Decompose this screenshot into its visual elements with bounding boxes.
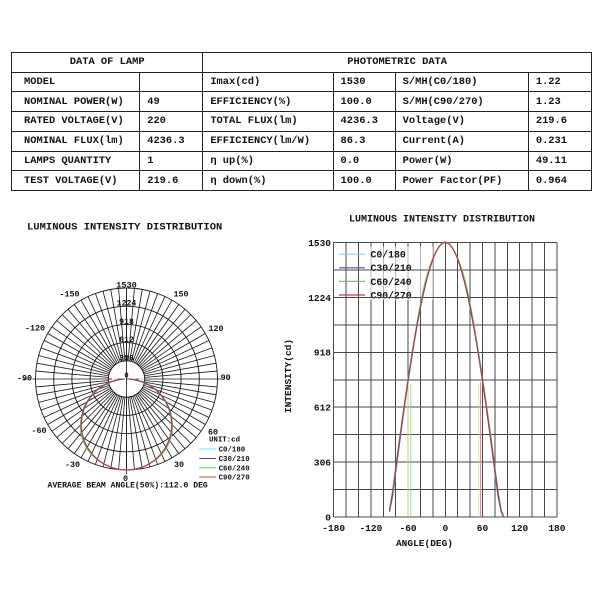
svg-text:-180: -180 xyxy=(322,523,345,534)
svg-text:150: 150 xyxy=(173,290,188,300)
svg-text:612: 612 xyxy=(314,403,331,414)
svg-text:C30/210: C30/210 xyxy=(371,263,412,274)
svg-text:C0/180: C0/180 xyxy=(219,447,246,455)
svg-text:-120: -120 xyxy=(25,324,45,334)
svg-text:918: 918 xyxy=(119,318,134,327)
svg-text:-150: -150 xyxy=(59,290,79,300)
svg-text:60: 60 xyxy=(477,523,489,534)
svg-text:120: 120 xyxy=(511,523,528,534)
svg-text:-60: -60 xyxy=(400,523,417,534)
svg-text:612: 612 xyxy=(119,336,134,345)
svg-text:30: 30 xyxy=(174,460,184,470)
svg-text:180: 180 xyxy=(548,523,565,534)
svg-text:C60/240: C60/240 xyxy=(371,277,412,288)
svg-text:918: 918 xyxy=(314,348,331,359)
svg-text:0: 0 xyxy=(442,523,448,534)
svg-text:LUMINOUS INTENSITY DISTRIBUTIO: LUMINOUS INTENSITY DISTRIBUTION xyxy=(349,215,535,226)
svg-text:ANGLE(DEG): ANGLE(DEG) xyxy=(396,538,453,549)
svg-text:C90/270: C90/270 xyxy=(371,290,412,301)
svg-text:60: 60 xyxy=(208,428,218,438)
svg-text:-90: -90 xyxy=(17,374,32,384)
svg-text:LUMINOUS INTENSITY DISTRIBUTIO: LUMINOUS INTENSITY DISTRIBUTION xyxy=(27,222,222,234)
svg-text:C0/180: C0/180 xyxy=(371,250,406,261)
svg-text:306: 306 xyxy=(314,458,331,469)
svg-text:0: 0 xyxy=(123,474,128,484)
svg-text:0: 0 xyxy=(124,373,128,381)
svg-text:-120: -120 xyxy=(359,523,382,534)
svg-text:-30: -30 xyxy=(65,460,80,470)
svg-text:1224: 1224 xyxy=(117,300,137,309)
svg-text:INTENSITY(cd): INTENSITY(cd) xyxy=(283,339,294,413)
svg-text:306: 306 xyxy=(119,354,134,363)
svg-text:0: 0 xyxy=(325,512,331,523)
svg-text:C90/270: C90/270 xyxy=(219,475,251,483)
svg-text:AVERAGE BEAM ANGLE(50%):112.0: AVERAGE BEAM ANGLE(50%):112.0 DEG xyxy=(48,482,208,491)
svg-text:1530: 1530 xyxy=(308,238,331,249)
svg-text:90: 90 xyxy=(221,373,231,383)
svg-text:-60: -60 xyxy=(31,426,46,436)
svg-text:C60/240: C60/240 xyxy=(219,465,251,473)
svg-text:1224: 1224 xyxy=(308,293,331,304)
svg-text:C30/210: C30/210 xyxy=(219,456,251,464)
svg-text:UNIT:cd: UNIT:cd xyxy=(209,437,240,445)
svg-text:1530: 1530 xyxy=(116,281,137,291)
svg-text:120: 120 xyxy=(208,324,223,334)
